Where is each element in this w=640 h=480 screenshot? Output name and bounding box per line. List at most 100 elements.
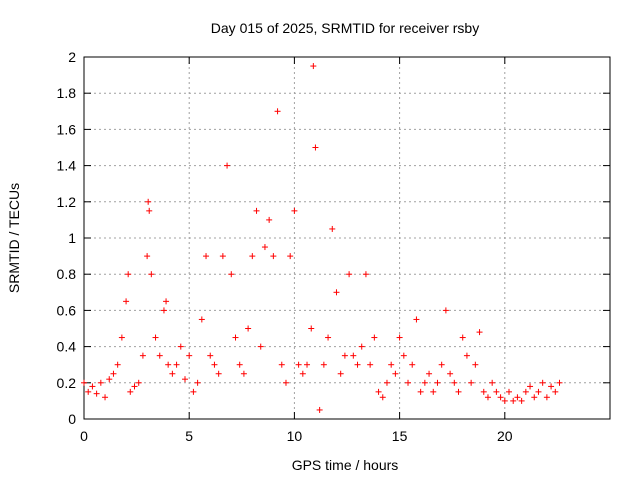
data-point [274,108,281,115]
data-point [430,388,437,395]
data-point [451,379,458,386]
data-point [358,343,365,350]
data-point [472,361,479,368]
grid-lines [84,57,610,419]
data-point [219,253,226,260]
data-point [510,397,517,404]
data-point [333,289,340,296]
y-tick-label: 0 [68,411,76,427]
data-point [367,361,374,368]
data-point [493,388,500,395]
data-point [224,162,231,169]
x-tick-label: 5 [185,428,193,444]
data-point [169,370,176,377]
data-point [190,388,197,395]
y-tick-label: 0.8 [57,266,77,282]
data-point [320,361,327,368]
data-point [97,379,104,386]
y-tick-label: 2 [68,49,76,65]
data-point [421,379,428,386]
data-point [118,334,125,341]
data-point [163,298,170,305]
data-point [270,253,277,260]
data-point [102,394,109,401]
data-point [409,361,416,368]
data-point [257,343,264,350]
data-point [123,298,130,305]
data-point [160,307,167,314]
y-tick-label: 0.6 [57,302,77,318]
data-point [236,361,243,368]
data-point [177,343,184,350]
y-tick-label: 1.6 [57,121,77,137]
x-axis: 0 5 10 15 20 [80,57,513,444]
data-point [426,370,433,377]
data-point [85,388,92,395]
data-point [173,361,180,368]
data-point [362,271,369,278]
data-point [442,307,449,314]
data-point [81,379,87,386]
data-point [131,383,138,390]
data-point [127,388,134,395]
y-tick-label: 1.4 [57,158,77,174]
data-point [459,334,466,341]
data-point [299,370,306,377]
data-point [346,271,353,278]
data-point [215,370,222,377]
data-point [194,379,201,386]
data-point [308,325,315,332]
data-point [417,388,424,395]
x-axis-label: GPS time / hours [292,457,399,473]
x-tick-label: 15 [392,428,408,444]
data-point [89,383,96,390]
data-point [135,379,142,386]
data-point [371,334,378,341]
data-point [152,334,159,341]
data-point [396,334,403,341]
data-point [548,383,555,390]
data-point [484,394,491,401]
data-point [291,207,298,214]
data-point [354,361,361,368]
data-point [337,370,344,377]
data-point [228,271,235,278]
data-point [93,390,100,397]
data-point [383,379,390,386]
data-point [156,352,163,359]
y-tick-label: 0.2 [57,375,77,391]
y-tick-label: 1.8 [57,85,77,101]
data-point [278,361,285,368]
data-point [438,361,445,368]
data-point [329,225,336,232]
data-point [388,361,395,368]
data-point [552,388,559,395]
x-tick-label: 10 [287,428,303,444]
data-point [211,361,218,368]
data-point [266,216,273,223]
data-point [341,352,348,359]
plot-frame [83,56,611,420]
data-point [165,361,172,368]
data-point [522,388,529,395]
data-point [312,144,319,151]
data-point [480,388,487,395]
data-point [400,352,407,359]
data-point [144,253,151,260]
data-point [203,253,210,260]
data-point [245,325,252,332]
y-tick-label: 1.2 [57,194,77,210]
data-point [514,394,521,401]
data-point [379,394,386,401]
data-point [139,352,146,359]
y-tick-label: 1 [68,230,76,246]
data-point [325,334,332,341]
data-point [413,316,420,323]
y-axis-label: SRMTID / TECUs [6,183,22,293]
y-tick-label: 0.4 [57,339,77,355]
data-point [392,370,399,377]
data-point [295,361,302,368]
data-point [434,379,441,386]
data-point [535,388,542,395]
